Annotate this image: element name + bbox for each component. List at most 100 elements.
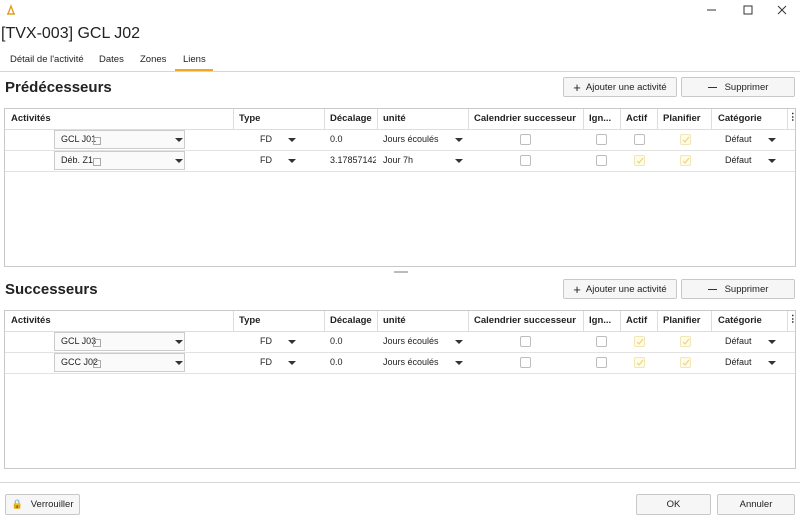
checkbox[interactable] xyxy=(520,357,531,368)
cell: GCC J02 xyxy=(61,357,99,367)
dropdown-arrow[interactable] xyxy=(288,159,296,163)
checkbox[interactable] xyxy=(680,134,691,145)
cell: FD xyxy=(260,134,272,144)
column-divider xyxy=(583,311,584,331)
dropdown-arrow[interactable] xyxy=(768,361,776,365)
column-header[interactable]: Type xyxy=(239,113,261,124)
label: Ajouter une activité xyxy=(585,283,667,295)
column-menu[interactable]: ⋮ xyxy=(788,112,798,123)
check-mark xyxy=(682,136,690,143)
dropdown-arrow[interactable] xyxy=(455,159,463,163)
column-header[interactable]: Planifier xyxy=(663,315,701,326)
checkbox[interactable] xyxy=(596,357,607,368)
checkbox[interactable] xyxy=(680,357,691,368)
header-row xyxy=(5,311,795,332)
checkbox[interactable] xyxy=(634,134,645,145)
column-divider xyxy=(657,311,658,331)
column-header[interactable]: unité xyxy=(383,113,406,124)
cell: Jours écoulés xyxy=(383,357,439,367)
checkbox[interactable] xyxy=(680,336,691,347)
splitter[interactable] xyxy=(394,271,408,273)
checkbox[interactable] xyxy=(596,134,607,145)
column-header[interactable]: Activités xyxy=(11,113,51,124)
column-header[interactable]: Ign... xyxy=(589,113,612,124)
label: Ajouter une activité xyxy=(585,81,667,93)
tab[interactable]: Zones xyxy=(140,54,167,65)
column-menu[interactable]: ⋮ xyxy=(788,314,798,325)
row xyxy=(5,352,795,353)
column-header[interactable]: Décalage xyxy=(330,315,372,326)
cell: Jours écoulés xyxy=(383,134,439,144)
activity-dropdown[interactable]: GCC J02 xyxy=(54,353,185,372)
checkbox[interactable] xyxy=(520,155,531,166)
dropdown-arrow[interactable] xyxy=(768,159,776,163)
tab[interactable]: Liens xyxy=(183,54,206,65)
column-header[interactable]: Ign... xyxy=(589,315,612,326)
check-mark xyxy=(682,359,690,366)
add-button[interactable]: + Ajouter une activité xyxy=(563,77,677,97)
plus-icon: + xyxy=(573,281,581,297)
column-divider xyxy=(324,311,325,331)
edit-icon xyxy=(93,137,101,145)
column-header[interactable]: Décalage xyxy=(330,113,372,124)
cell: FD xyxy=(260,357,272,367)
activity-dropdown[interactable]: GCL J03 xyxy=(54,332,185,351)
window-title: [TVX-003] GCL J02 xyxy=(1,25,141,42)
column-header[interactable]: Actif xyxy=(626,315,648,326)
dropdown-arrow[interactable] xyxy=(768,138,776,142)
lock-button[interactable]: 🔒 Verrouiller xyxy=(5,494,80,515)
dropdown-arrow[interactable] xyxy=(288,138,296,142)
column-header[interactable]: Activités xyxy=(11,315,51,326)
checkbox[interactable] xyxy=(634,155,645,166)
separator xyxy=(0,71,800,72)
checkbox[interactable] xyxy=(520,336,531,347)
activity-dropdown[interactable]: Déb. Z1 xyxy=(54,151,185,170)
delete-button[interactable]: Supprimer xyxy=(681,77,795,97)
column-divider xyxy=(468,109,469,129)
checkbox[interactable] xyxy=(634,357,645,368)
activity-dropdown[interactable]: GCL J01 xyxy=(54,130,185,149)
ok-button[interactable]: OK xyxy=(636,494,711,515)
header-row xyxy=(5,109,795,130)
dropdown-arrow[interactable] xyxy=(455,361,463,365)
plus-icon: + xyxy=(573,79,581,95)
checkbox[interactable] xyxy=(520,134,531,145)
column-header[interactable]: unité xyxy=(383,315,406,326)
add-button[interactable]: + Ajouter une activité xyxy=(563,279,677,299)
cancel-button[interactable]: Annuler xyxy=(717,494,795,515)
row xyxy=(5,150,795,151)
delete-button[interactable]: Supprimer xyxy=(681,279,795,299)
cell: FD xyxy=(260,155,272,165)
cell: Défaut xyxy=(725,357,752,367)
column-header[interactable]: Calendrier successeur xyxy=(474,315,576,326)
checkbox[interactable] xyxy=(596,336,607,347)
cell: Jour 7h xyxy=(383,155,414,165)
checkbox[interactable] xyxy=(596,155,607,166)
dropdown-arrow[interactable] xyxy=(455,340,463,344)
column-header[interactable]: Type xyxy=(239,315,261,326)
dropdown-arrow[interactable] xyxy=(288,340,296,344)
check-mark xyxy=(636,338,644,345)
dropdown-arrow[interactable] xyxy=(768,340,776,344)
checkbox[interactable] xyxy=(634,336,645,347)
dropdown-arrow[interactable] xyxy=(455,138,463,142)
tab[interactable]: Dates xyxy=(99,54,124,65)
column-header[interactable]: Actif xyxy=(626,113,648,124)
cell: Défaut xyxy=(725,134,752,144)
column-divider xyxy=(620,109,621,129)
tab[interactable]: Détail de l'activité xyxy=(10,54,84,65)
column-header[interactable]: Catégorie xyxy=(718,113,762,124)
edit-icon xyxy=(93,339,101,347)
window-controls[interactable] xyxy=(700,0,800,20)
label: Annuler xyxy=(739,499,773,510)
column-header[interactable]: Planifier xyxy=(663,113,701,124)
check-mark xyxy=(682,157,690,164)
checkbox[interactable] xyxy=(680,155,691,166)
column-header[interactable]: Calendrier successeur xyxy=(474,113,576,124)
table: Activités Type Décalage unité Calendrier suc… xyxy=(4,108,798,267)
column-header[interactable]: Catégorie xyxy=(718,315,762,326)
section-title: Prédécesseurs xyxy=(5,79,112,96)
dropdown-arrow[interactable] xyxy=(288,361,296,365)
label: Supprimer xyxy=(724,81,769,93)
cell: 0.0 xyxy=(330,134,343,144)
